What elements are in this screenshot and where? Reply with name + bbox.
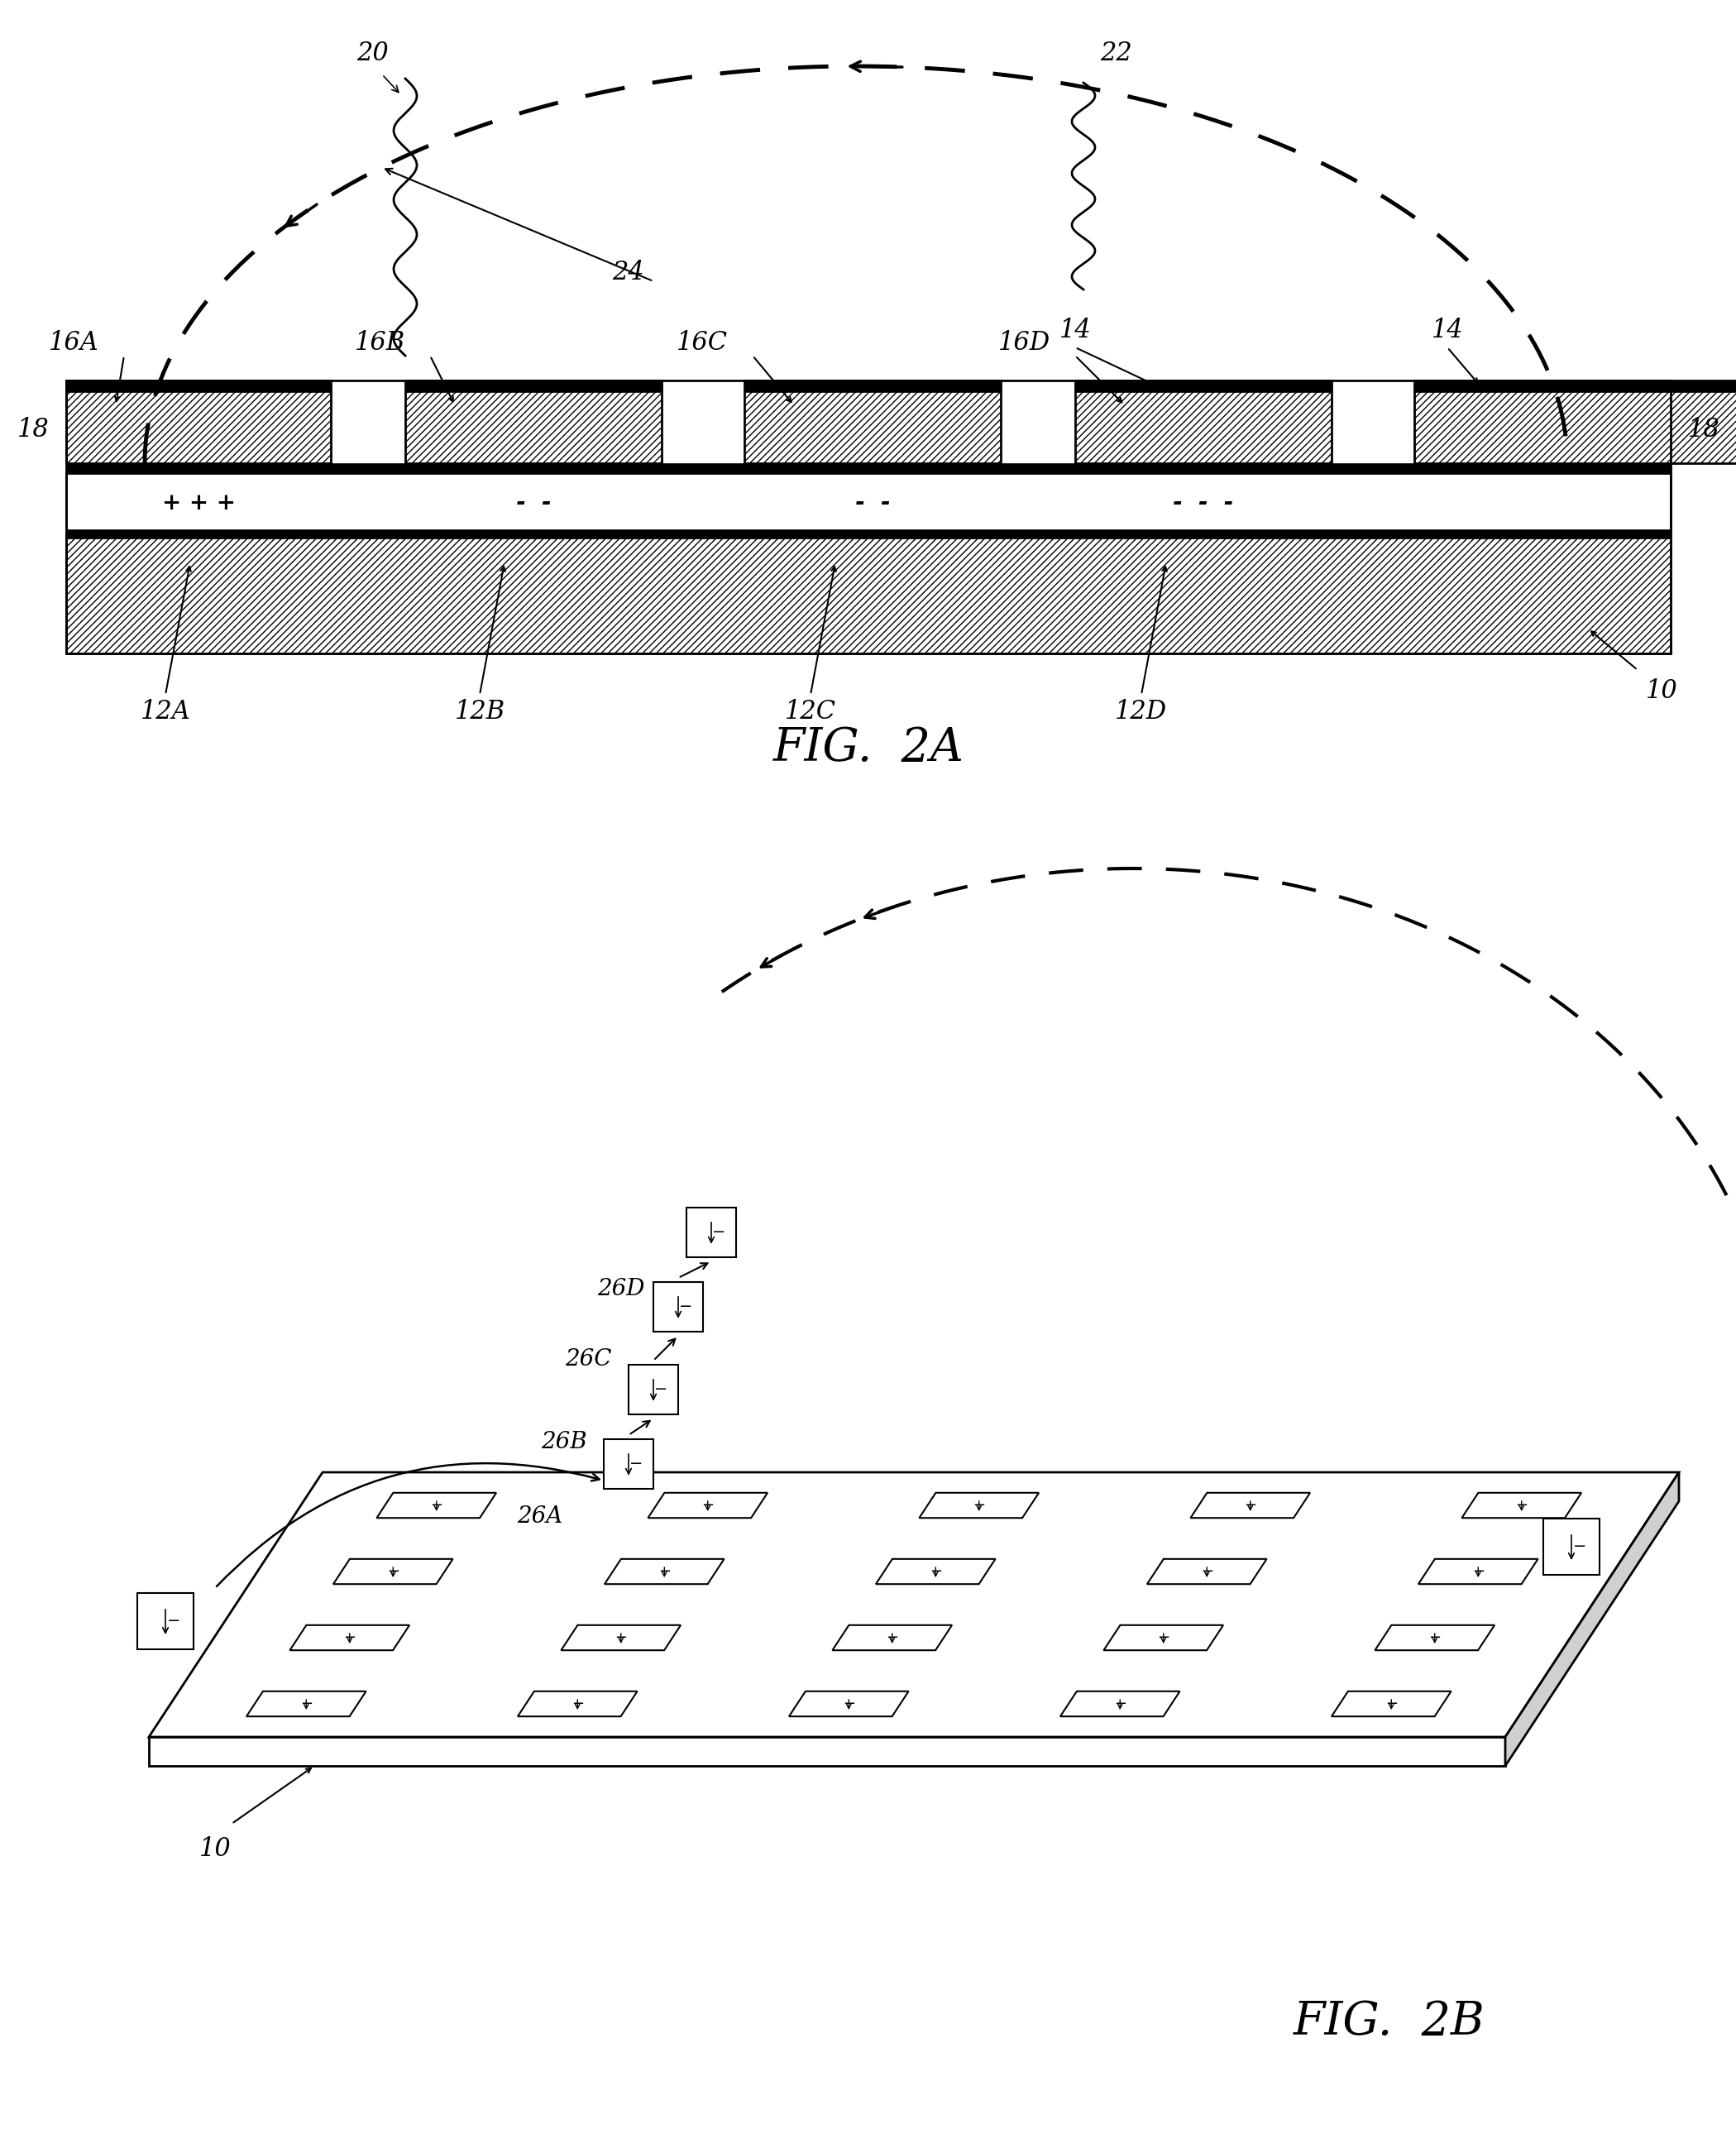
Text: 26C: 26C — [566, 1348, 613, 1371]
Polygon shape — [1543, 1518, 1599, 1575]
Polygon shape — [1061, 1690, 1180, 1716]
Polygon shape — [686, 1207, 736, 1258]
Text: 10: 10 — [200, 1835, 231, 1863]
Polygon shape — [1418, 1558, 1538, 1584]
Polygon shape — [832, 1624, 951, 1650]
Text: −: − — [1472, 1565, 1484, 1580]
Polygon shape — [1462, 1492, 1581, 1518]
Bar — [745, 381, 1000, 392]
Text: −: − — [387, 1565, 399, 1580]
Bar — [404, 381, 661, 464]
Text: −: − — [615, 1631, 627, 1646]
Text: −: − — [1429, 1631, 1441, 1646]
Polygon shape — [290, 1624, 410, 1650]
Polygon shape — [1332, 1690, 1451, 1716]
Polygon shape — [247, 1690, 366, 1716]
Text: FIG.  2B: FIG. 2B — [1293, 1999, 1486, 2044]
Bar — [66, 539, 1670, 654]
Text: −: − — [679, 1299, 693, 1316]
Text: 26D: 26D — [597, 1277, 646, 1301]
Text: −: − — [929, 1565, 943, 1580]
Polygon shape — [604, 1558, 724, 1584]
Bar — [1075, 381, 1332, 392]
Bar — [745, 381, 1000, 464]
Bar — [66, 381, 332, 392]
Text: 16D: 16D — [998, 330, 1050, 356]
Text: −: − — [842, 1697, 856, 1712]
Text: 14: 14 — [1430, 317, 1463, 343]
Polygon shape — [137, 1592, 193, 1650]
Text: + + +: + + + — [161, 492, 236, 513]
Text: −: − — [167, 1614, 181, 1629]
Text: 12A: 12A — [141, 698, 191, 724]
Text: −: − — [344, 1631, 356, 1646]
Text: −: − — [1158, 1631, 1170, 1646]
Text: 12C: 12C — [785, 698, 837, 724]
Polygon shape — [648, 1492, 767, 1518]
Text: −: − — [885, 1631, 899, 1646]
Bar — [66, 473, 1670, 539]
Text: −: − — [658, 1565, 670, 1580]
Text: 18: 18 — [17, 417, 49, 443]
Text: −: − — [1573, 1539, 1587, 1554]
Text: −: − — [1516, 1499, 1528, 1514]
Text: -  -: - - — [516, 492, 550, 513]
Text: 26A: 26A — [517, 1505, 562, 1529]
Polygon shape — [788, 1690, 908, 1716]
Polygon shape — [653, 1282, 703, 1331]
Polygon shape — [517, 1690, 637, 1716]
Text: −: − — [431, 1499, 443, 1514]
Polygon shape — [920, 1492, 1038, 1518]
Polygon shape — [1191, 1492, 1311, 1518]
Polygon shape — [628, 1365, 679, 1414]
Polygon shape — [604, 1439, 653, 1488]
Text: -  -  -: - - - — [1174, 492, 1234, 513]
Text: −: − — [1245, 1499, 1257, 1514]
Bar — [66, 530, 1670, 539]
Polygon shape — [333, 1558, 453, 1584]
Text: 16C: 16C — [677, 330, 727, 356]
Polygon shape — [1505, 1473, 1679, 1765]
Text: −: − — [701, 1499, 713, 1514]
Text: 10: 10 — [1646, 679, 1679, 705]
Bar — [1415, 381, 1736, 464]
Polygon shape — [877, 1558, 995, 1584]
Text: −: − — [300, 1697, 312, 1712]
Text: −: − — [1385, 1697, 1397, 1712]
Text: −: − — [571, 1697, 583, 1712]
Text: 12B: 12B — [455, 698, 505, 724]
Bar — [1415, 381, 1736, 392]
Polygon shape — [1147, 1558, 1267, 1584]
Bar — [404, 381, 661, 392]
Text: 18: 18 — [1687, 417, 1720, 443]
Text: 20: 20 — [356, 40, 389, 66]
Text: 16A: 16A — [49, 330, 99, 356]
Polygon shape — [561, 1624, 681, 1650]
Polygon shape — [377, 1492, 496, 1518]
Polygon shape — [1375, 1624, 1495, 1650]
Text: 24: 24 — [613, 260, 644, 285]
Polygon shape — [149, 1473, 1679, 1737]
Text: -  -: - - — [856, 492, 891, 513]
Text: 12D: 12D — [1115, 698, 1168, 724]
Text: −: − — [972, 1499, 986, 1514]
Text: 26B: 26B — [542, 1431, 587, 1454]
Text: −: − — [654, 1382, 668, 1397]
Bar — [66, 464, 1670, 473]
Text: FIG.  2A: FIG. 2A — [773, 726, 963, 771]
Polygon shape — [149, 1737, 1505, 1765]
Text: −: − — [1201, 1565, 1213, 1580]
Text: 22: 22 — [1101, 40, 1132, 66]
Bar — [66, 381, 332, 464]
Bar — [1075, 381, 1332, 464]
Text: −: − — [1115, 1697, 1127, 1712]
Text: −: − — [712, 1224, 726, 1241]
Text: 14: 14 — [1059, 317, 1092, 343]
Text: −: − — [628, 1456, 642, 1471]
Polygon shape — [1104, 1624, 1224, 1650]
Text: 16B: 16B — [354, 330, 404, 356]
